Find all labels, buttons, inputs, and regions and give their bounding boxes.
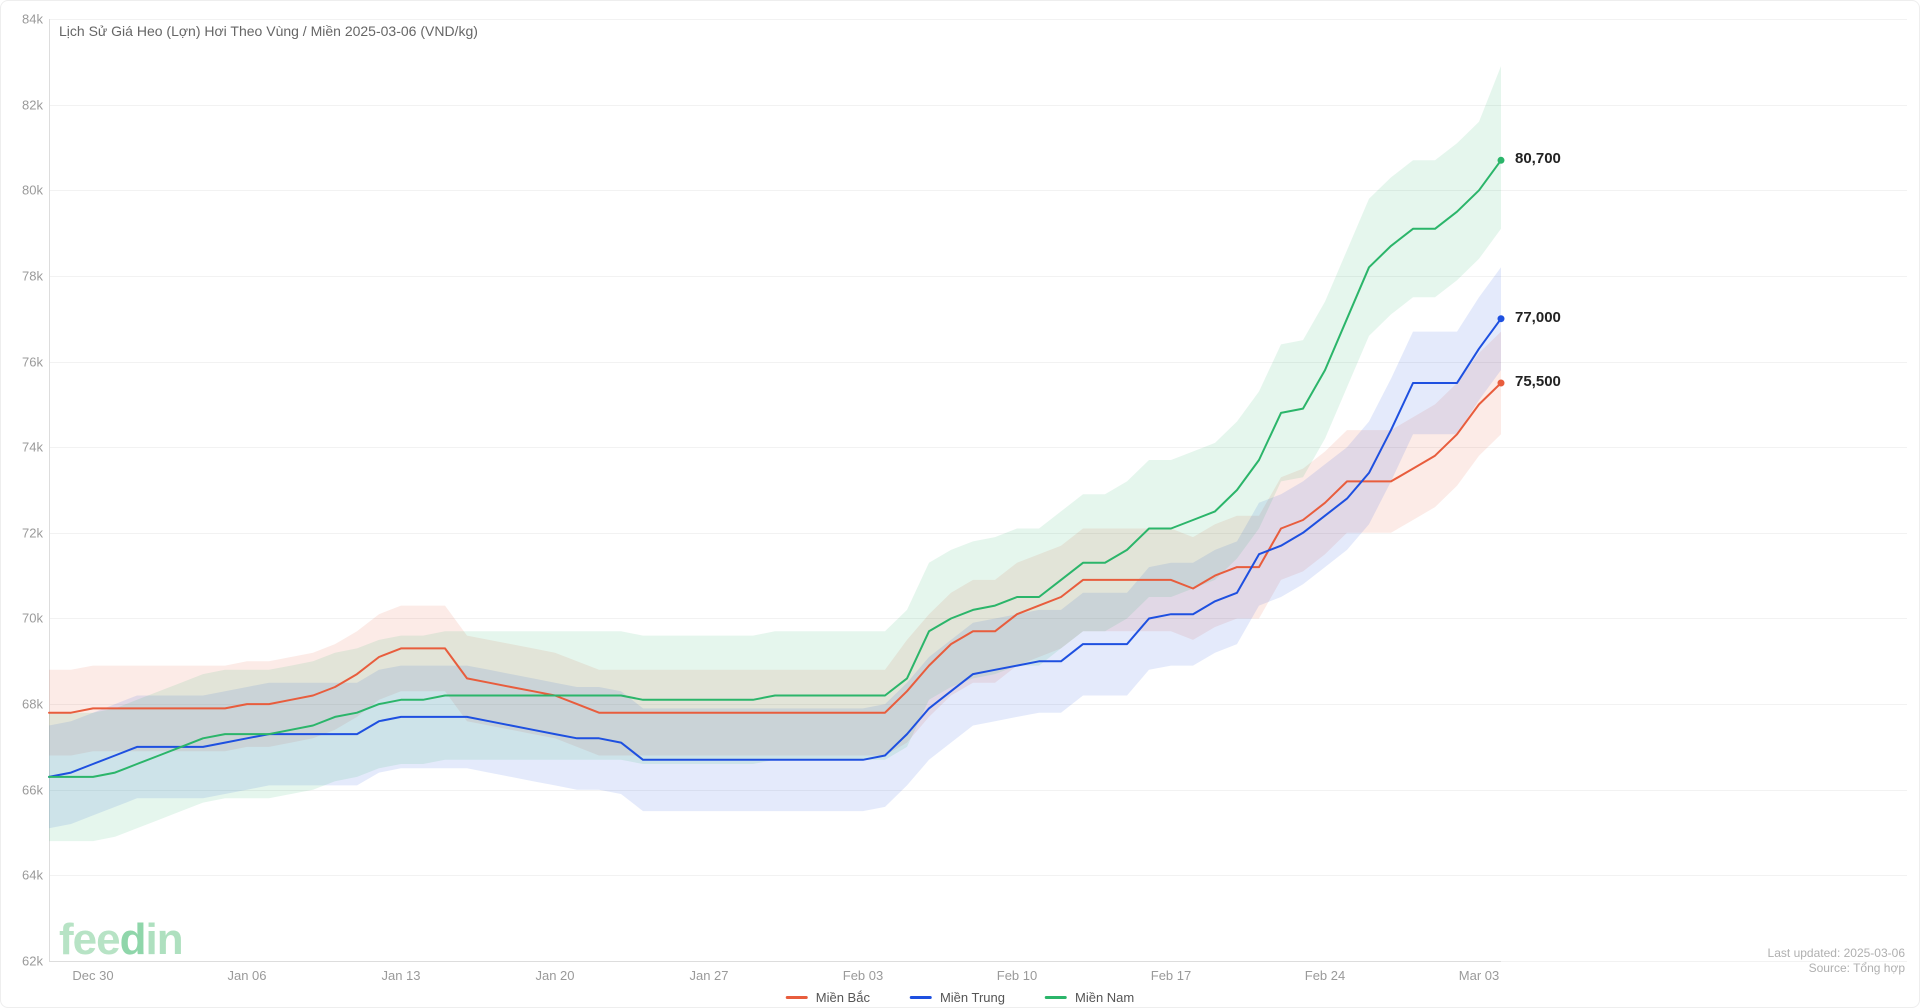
legend-label-mien-trung: Miền Trung [940,990,1005,1005]
legend-item-mien-trung[interactable]: Miền Trung [910,990,1005,1005]
legend-item-mien-nam[interactable]: Miền Nam [1045,990,1134,1005]
legend-item-mien-bac[interactable]: Miền Bắc [786,990,870,1005]
chart-container: Lịch Sử Giá Heo (Lợn) Hơi Theo Vùng / Mi… [0,0,1920,1008]
watermark-logo: feedin [59,915,183,965]
end-marker-mien_trung [1498,315,1505,322]
end-marker-mien_bac [1498,380,1505,387]
legend-swatch-mien-trung [910,996,932,999]
chart-footer: Last updated: 2025-03-06 Source: Tổng hợ… [1768,946,1905,977]
legend-label-mien-nam: Miền Nam [1075,990,1134,1005]
source-text: Source: Tổng hợp [1768,961,1905,977]
end-value-mien_bac: 75,500 [1515,373,1561,390]
confidence-band-mien_nam [49,66,1501,841]
legend-swatch-mien-bac [786,996,808,999]
legend-swatch-mien-nam [1045,996,1067,999]
last-updated-text: Last updated: 2025-03-06 [1768,946,1905,962]
end-value-mien_trung: 77,000 [1515,309,1561,326]
end-value-mien_nam: 80,700 [1515,150,1561,167]
legend-label-mien-bac: Miền Bắc [816,990,870,1005]
end-marker-mien_nam [1498,157,1505,164]
chart-legend: Miền Bắc Miền Trung Miền Nam [786,990,1135,1005]
chart-plot-area [1,1,1920,1008]
